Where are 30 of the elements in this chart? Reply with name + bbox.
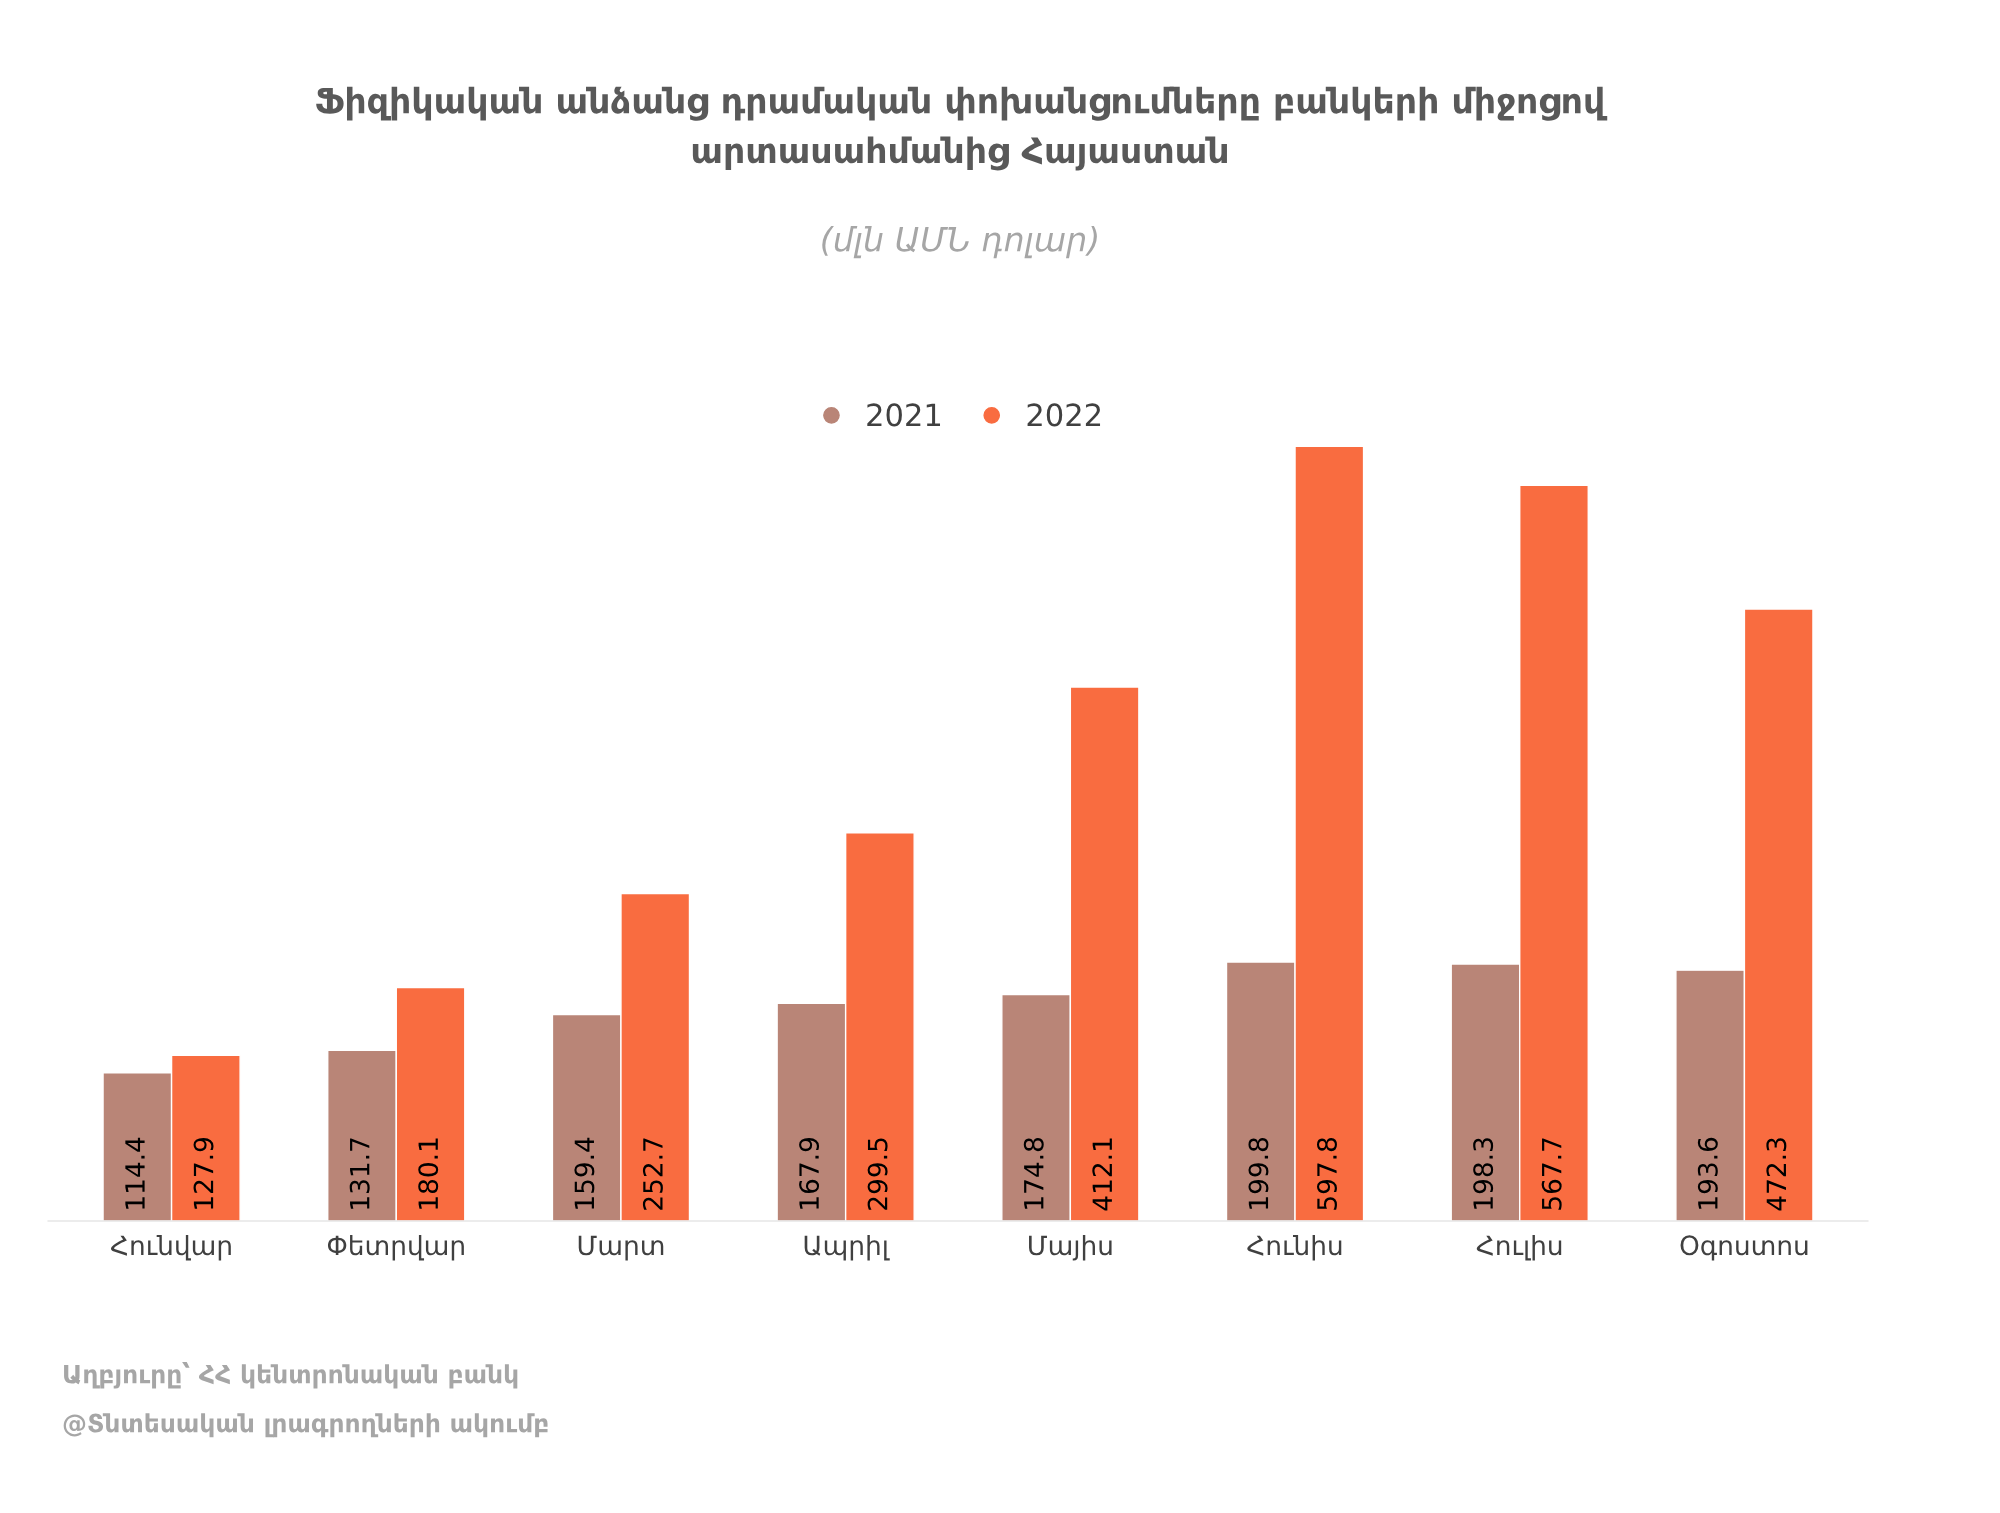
x-tick-label: Օգոստոս <box>1680 1235 1808 1261</box>
data-label: 567.7 <box>1541 1138 1562 1210</box>
x-tick-label: Մայիս <box>1029 1234 1112 1261</box>
data-label: 597.8 <box>1317 1137 1337 1210</box>
data-label: 193.6 <box>1697 1137 1718 1209</box>
x-tick-label: Մարտ <box>578 1235 664 1261</box>
data-label: 131.7 <box>349 1138 370 1209</box>
data-label: 198.3 <box>1473 1138 1494 1209</box>
x-tick-label: Հուլիս <box>1476 1234 1562 1261</box>
x-tick-label: Փետրվար <box>327 1234 464 1261</box>
chart-title: Ֆիզիկական անձանց դրամական փոխանցումները բանկերի միջոցով արտասահմանից Հայաստան <box>316 86 1608 171</box>
data-label: 167.9 <box>799 1138 820 1209</box>
data-label: 114.4 <box>125 1137 145 1209</box>
data-label: 472.3 <box>1766 1138 1787 1211</box>
text: Աղբյուրը՝ ՀՀ կենտրոնական բանկ <box>64 1362 518 1389</box>
data-label: 412.1 <box>1092 1138 1112 1211</box>
legend-label: 2021 <box>867 403 941 427</box>
data-label: 174.8 <box>1023 1137 1044 1209</box>
data-label: 252.7 <box>642 1138 663 1210</box>
chart-subtitle: (մլն ԱՄՆ դոլար) <box>822 225 1097 259</box>
x-tick-label: Հունիս <box>1247 1234 1342 1261</box>
data-label: 299.5 <box>867 1138 888 1210</box>
legend-label: 2022 <box>1027 403 1101 427</box>
data-label: 199.8 <box>1248 1137 1269 1209</box>
data-label: 159.4 <box>574 1137 595 1209</box>
x-tick-label: Հունվար <box>111 1234 231 1261</box>
text: @Տնտեսական լրագրողների ակումբ <box>63 1413 548 1438</box>
data-label: 180.1 <box>418 1138 439 1209</box>
data-label: 127.9 <box>193 1138 214 1209</box>
x-tick-label: Ապրիլ <box>804 1234 890 1261</box>
